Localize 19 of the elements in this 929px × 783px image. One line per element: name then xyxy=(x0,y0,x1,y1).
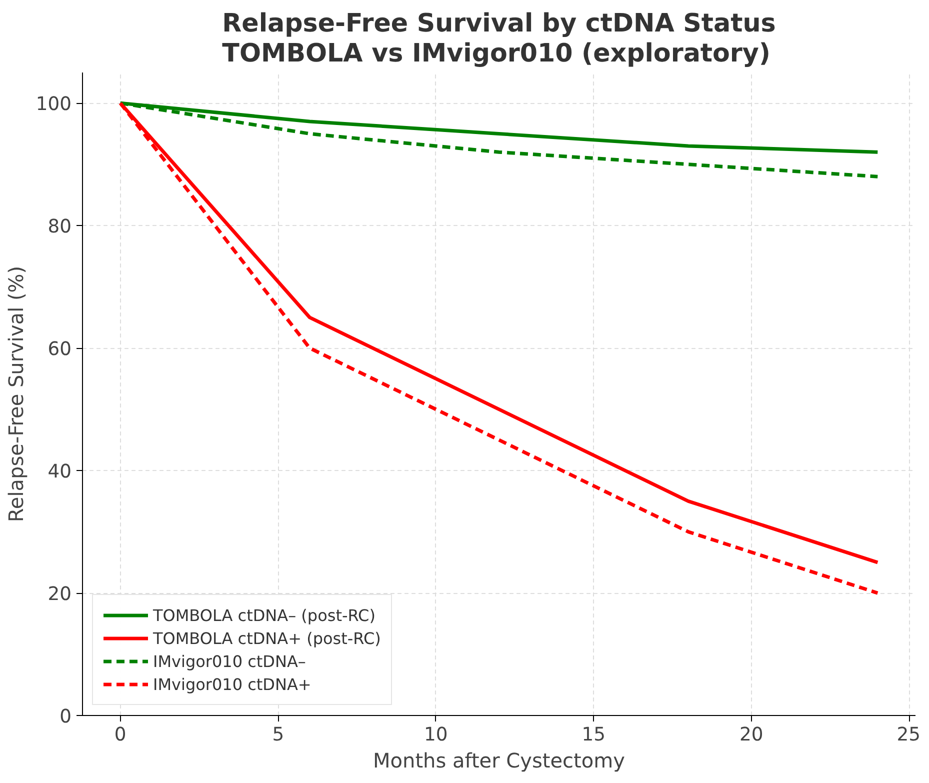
y-tick-label: 40 xyxy=(48,462,72,483)
x-tick-label: 5 xyxy=(272,724,284,746)
x-tick-label: 10 xyxy=(424,724,448,746)
legend-label: IMvigor010 ctDNA+ xyxy=(153,674,312,694)
chart-title: Relapse-Free Survival by ctDNA Status TOMBOLA vs IMvigor010 (exploratory) xyxy=(222,8,776,68)
legend-label: TOMBOLA ctDNA– (post-RC) xyxy=(153,606,376,624)
y-tick-label: 0 xyxy=(60,706,72,728)
legend-label: TOMBOLA ctDNA+ (post-RC) xyxy=(153,628,381,648)
y-tick-label: 20 xyxy=(48,584,72,606)
y-axis-title: Relapse-Free Survival (%) xyxy=(4,266,28,522)
x-tick-label: 15 xyxy=(582,724,606,746)
y-tick-label: 60 xyxy=(48,339,72,360)
legend-label: IMvigor010 ctDNA– xyxy=(153,652,306,670)
x-tick-label: 25 xyxy=(896,724,921,746)
x-axis-title: Months after Cystectomy xyxy=(373,748,626,772)
x-tick-label: 20 xyxy=(740,724,764,746)
x-tick-label: 0 xyxy=(114,724,126,746)
y-tick-label: 100 xyxy=(36,94,72,116)
y-tick-label: 80 xyxy=(48,216,72,238)
